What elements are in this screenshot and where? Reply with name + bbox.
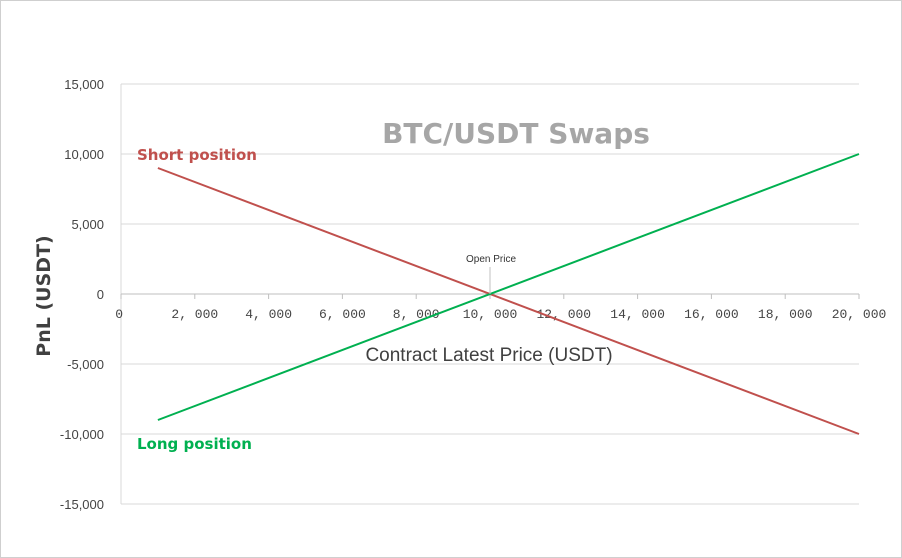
y-tick-label: 15,000	[64, 77, 104, 92]
long-position-line	[157, 153, 860, 421]
y-tick-label: 5,000	[71, 217, 104, 232]
series-lines	[157, 153, 860, 435]
short-position-label: Short position	[137, 146, 257, 164]
x-tick-label: 10, 000	[463, 307, 518, 322]
x-tick-label: 6, 000	[319, 307, 366, 322]
x-tick-label: 14, 000	[610, 307, 665, 322]
short-position-line	[157, 167, 860, 435]
y-tick-label: -10,000	[60, 427, 104, 442]
y-tick-label: 0	[97, 287, 104, 302]
x-tick-label: 18, 000	[758, 307, 813, 322]
x-tick-label: 8, 000	[393, 307, 440, 322]
x-tick-label: 16, 000	[684, 307, 739, 322]
long-position-label: Long position	[137, 435, 252, 453]
x-tick-label: 2, 000	[171, 307, 218, 322]
grid	[121, 83, 859, 505]
x-tick-label: 4, 000	[245, 307, 292, 322]
open-price-annotation: Open Price	[466, 254, 516, 294]
y-tick-label: -5,000	[67, 357, 104, 372]
x-tick-labels: 0 2, 000 4, 000 6, 000 8, 000 10, 000 12, 000 1…	[115, 307, 886, 322]
y-tick-label: -15,000	[60, 497, 104, 512]
chart-title: BTC/USDT Swaps	[382, 117, 650, 150]
x-tick-label: 0	[115, 307, 123, 322]
y-axis-label: PnL (USDT)	[33, 235, 55, 356]
x-tick-label: 20, 000	[832, 307, 887, 322]
y-tick-label: 10,000	[64, 147, 104, 162]
x-tick-label: 12, 000	[536, 307, 591, 322]
y-tick-labels: 15,000 10,000 5,000 0 -5,000 -10,000 -15,000	[60, 77, 104, 512]
x-axis-label: Contract Latest Price (USDT)	[365, 345, 612, 366]
open-price-label: Open Price	[466, 254, 516, 265]
